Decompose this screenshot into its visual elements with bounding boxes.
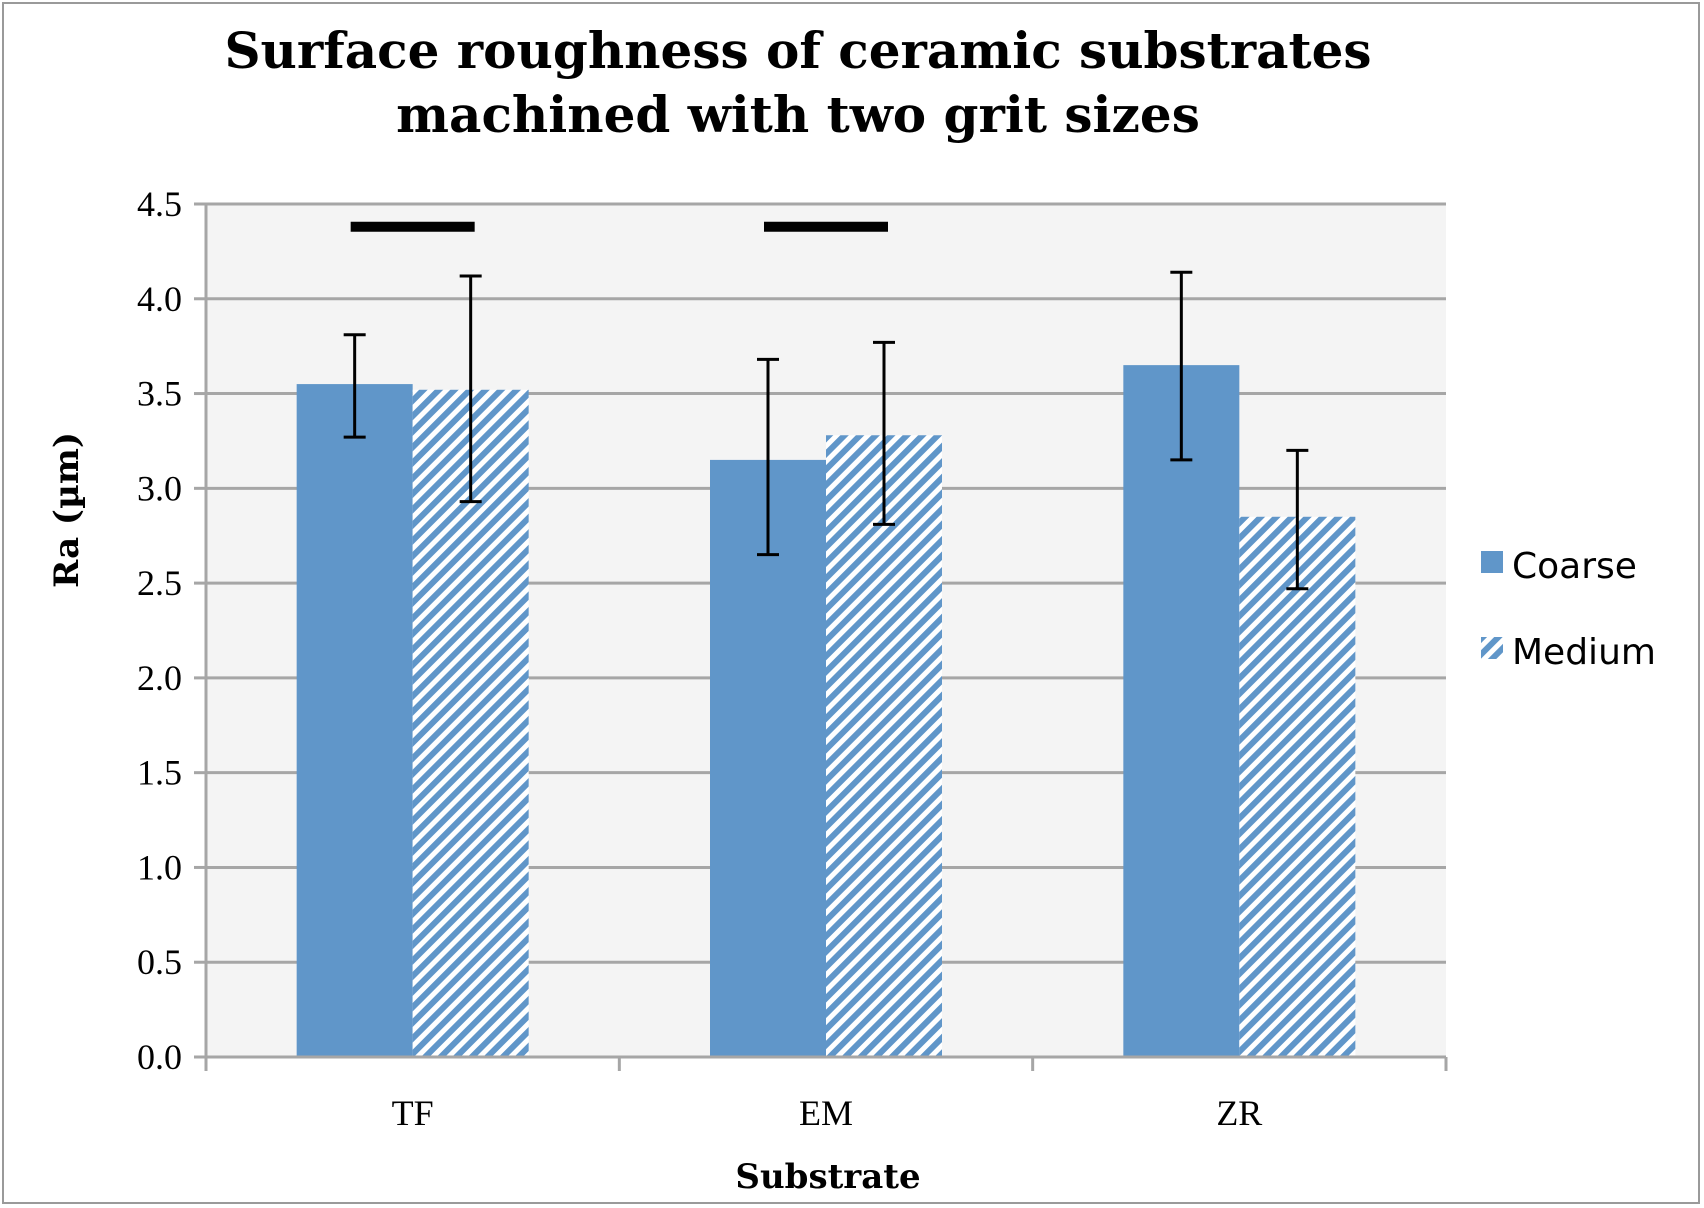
bars [296,365,1356,1058]
legend-swatch-coarse [1481,551,1503,573]
y-tick-label: 0.5 [137,942,182,982]
bar-medium-em [826,435,942,1057]
bar-medium-zr [1239,516,1356,1057]
x-tick-label-tf: TF [392,1093,434,1133]
legend-label-coarse: Coarse [1512,546,1637,587]
y-tick-label: 3.0 [137,468,182,508]
y-tick-label: 1.5 [137,753,182,793]
significance-bars [350,221,888,232]
legend-swatch-medium [1481,637,1503,659]
x-axis-title: Substrate [735,1157,920,1197]
y-tick-label: 4.0 [137,279,182,319]
x-tick-label-em: EM [799,1093,853,1133]
y-axis-title: Ra (µm) [47,432,87,588]
x-tick-labels: TF EM ZR [392,1093,1263,1133]
legend: Coarse Medium [1481,546,1656,673]
significance-bar-tf [350,221,475,232]
y-tick-label: 4.5 [137,184,182,224]
bar-coarse-zr [1123,365,1240,1058]
axes [204,204,1448,1071]
chart-title-line-1: Surface roughness of ceramic substrates [224,21,1371,80]
bar-coarse-em [710,459,826,1057]
y-tick-label: 0.0 [137,1037,182,1077]
y-tick-label: 2.0 [137,658,182,698]
significance-bar-em [764,221,888,232]
y-tick-label: 3.5 [137,374,182,414]
error-bars [343,270,1309,591]
y-tick-label: 2.5 [137,563,182,603]
bar-coarse-tf [296,384,413,1058]
x-tick-label-zr: ZR [1216,1093,1262,1133]
y-tick-label: 1.0 [137,847,182,887]
y-tick-labels: 0.0 0.5 1.0 1.5 2.0 2.5 3.0 3.5 4.0 4.5 [137,184,182,1077]
chart-title-line-2: machined with two grit sizes [396,85,1200,144]
legend-label-medium: Medium [1512,632,1656,673]
